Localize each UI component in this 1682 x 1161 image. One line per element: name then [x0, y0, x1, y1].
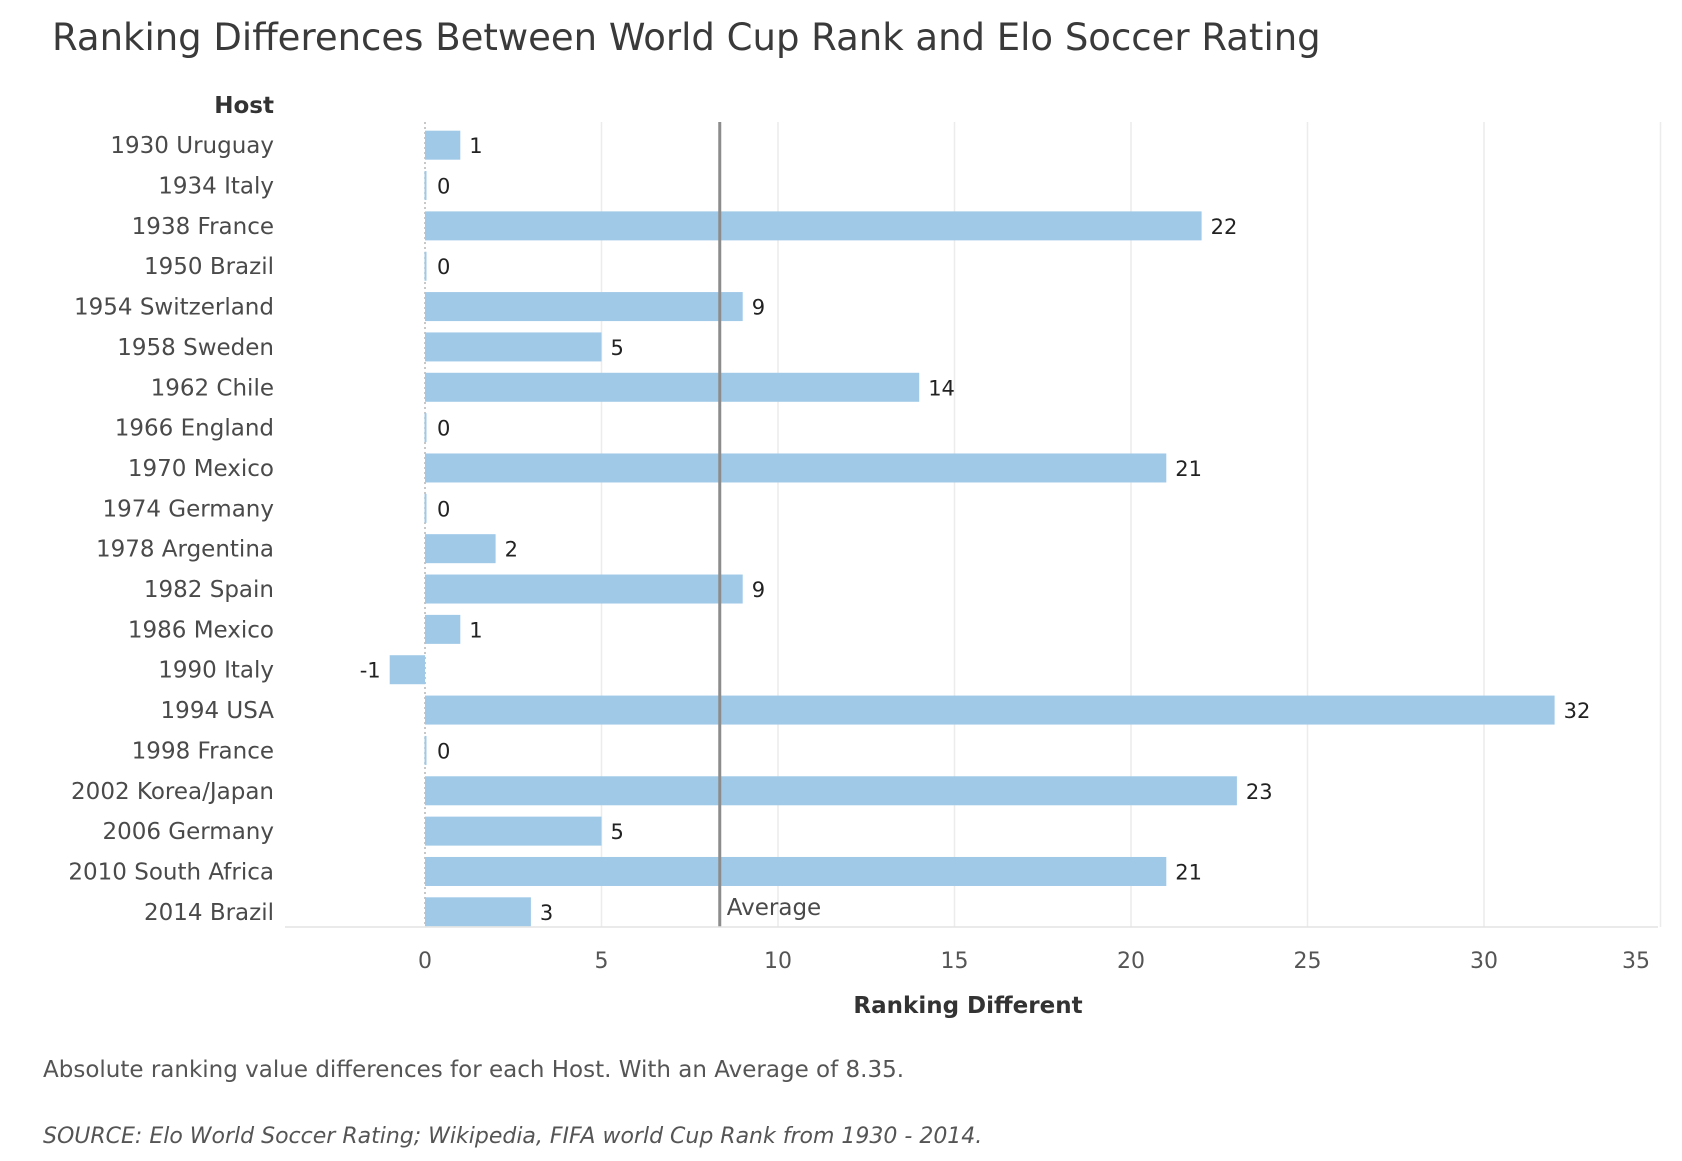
chart-title: Ranking Differences Between World Cup Ra…	[52, 16, 1321, 59]
bar-value-label: 2	[505, 538, 518, 562]
x-tick-label: 25	[1294, 949, 1322, 974]
bar	[425, 292, 743, 322]
category-label: 1990 Italy	[158, 658, 274, 684]
bar-value-label: -1	[360, 659, 381, 683]
bar-value-label: 3	[540, 901, 553, 925]
row-header: Host	[214, 93, 274, 119]
category-label: 2002 Korea/Japan	[71, 779, 274, 805]
category-label: 1998 France	[132, 738, 274, 764]
bar-value-label: 0	[437, 255, 450, 279]
category-label: 1966 England	[115, 416, 274, 442]
bar-value-label: 21	[1175, 457, 1202, 481]
category-label: 1934 Italy	[158, 174, 274, 200]
bar	[425, 614, 461, 644]
bar-value-label: 0	[437, 497, 450, 521]
bar-value-label: 32	[1564, 699, 1591, 723]
x-tick-label: 0	[418, 949, 432, 974]
bar-value-label: 23	[1246, 780, 1273, 804]
bar	[424, 413, 427, 443]
bar	[425, 897, 531, 927]
bar	[424, 735, 427, 765]
x-tick-label: 35	[1622, 949, 1650, 974]
chart-source: SOURCE: Elo World Soccer Rating; Wikiped…	[43, 1124, 982, 1149]
x-axis: 0 5 10 15 20 25 30 35	[285, 926, 1658, 974]
x-tick-label: 10	[764, 949, 792, 974]
bar-value-label: 0	[437, 175, 450, 199]
bar	[425, 574, 743, 604]
category-label: 1958 Sweden	[117, 335, 274, 361]
chart-caption: Absolute ranking value differences for e…	[43, 1057, 904, 1083]
category-label: 1986 Mexico	[128, 617, 274, 643]
category-label: 1950 Brazil	[144, 254, 274, 280]
bar-value-label: 5	[611, 820, 624, 844]
bar	[425, 695, 1555, 725]
bar-value-label: 0	[437, 739, 450, 763]
bar	[425, 130, 461, 160]
category-label: 2006 Germany	[102, 819, 274, 845]
bar-value-label: 0	[437, 417, 450, 441]
bar-value-label: 14	[928, 376, 955, 400]
gridlines	[424, 122, 1662, 927]
bar	[425, 453, 1167, 483]
bar	[389, 655, 425, 685]
average-reference: Average	[718, 122, 821, 927]
bar-value-label: 9	[752, 578, 765, 602]
category-label: 1982 Spain	[144, 577, 274, 603]
bar-value-label: 9	[752, 296, 765, 320]
category-label: 1970 Mexico	[128, 456, 274, 482]
category-label: 1938 France	[132, 214, 274, 240]
category-label: 1954 Switzerland	[74, 295, 274, 321]
category-label: 1930 Uruguay	[110, 133, 274, 159]
category-label: 1978 Argentina	[96, 537, 274, 563]
x-tick-label: 30	[1470, 949, 1498, 974]
bar	[424, 493, 427, 523]
bar	[425, 776, 1237, 806]
bar-value-label: 1	[469, 618, 482, 642]
category-label: 2014 Brazil	[144, 900, 274, 926]
average-label: Average	[727, 895, 821, 921]
bar	[424, 171, 427, 201]
bar	[425, 534, 496, 564]
bar	[425, 332, 602, 362]
category-label: 2010 South Africa	[68, 859, 274, 885]
bar	[425, 856, 1167, 886]
bars	[389, 130, 1555, 927]
category-label: 1962 Chile	[151, 375, 274, 401]
category-label: 1994 USA	[161, 698, 275, 724]
bar-value-label: 22	[1211, 215, 1238, 239]
bar	[425, 211, 1202, 241]
x-axis-label: Ranking Different	[853, 993, 1082, 1019]
category-label: 1974 Germany	[102, 496, 274, 522]
bar	[425, 816, 602, 846]
bar-value-label: 5	[611, 336, 624, 360]
bar-value-label: 21	[1175, 860, 1202, 884]
bar-value-label: 1	[469, 134, 482, 158]
x-tick-label: 5	[595, 949, 609, 974]
bar	[424, 251, 427, 281]
x-tick-label: 15	[941, 949, 969, 974]
x-tick-label: 20	[1117, 949, 1145, 974]
bar	[425, 372, 920, 402]
